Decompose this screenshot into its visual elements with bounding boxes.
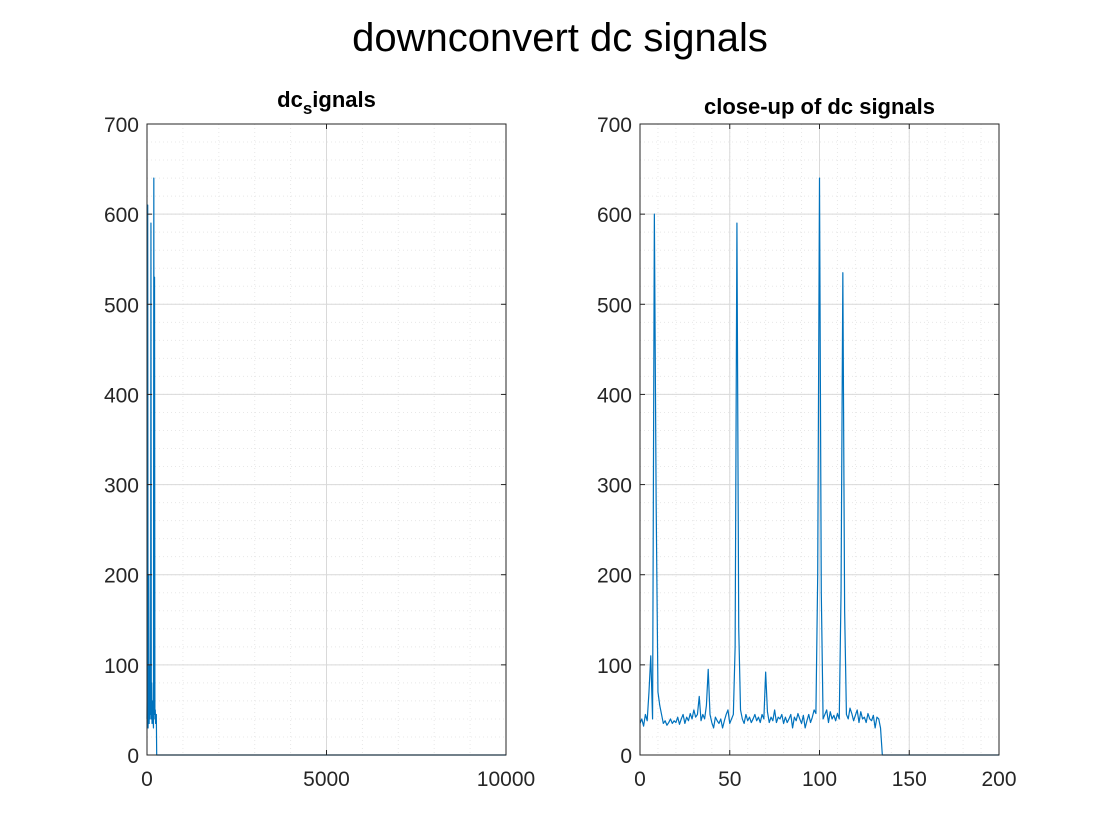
y-tick-label: 100 [104, 655, 139, 678]
y-tick-label: 300 [104, 475, 139, 498]
y-tick-label: 0 [620, 745, 632, 768]
y-tick-label: 200 [104, 565, 139, 588]
y-tick-label: 300 [597, 475, 632, 498]
x-tick-label: 150 [892, 768, 927, 791]
x-tick-label: 100 [802, 768, 837, 791]
x-tick-label: 5000 [303, 768, 350, 791]
y-tick-label: 400 [104, 384, 139, 407]
chart-close-up: 0 50 100 150 200 0 100 200 300 400 500 600 700 close-… [597, 94, 1017, 791]
panel-title: dcsignals [277, 87, 376, 118]
y-tick-label: 500 [597, 294, 632, 317]
x-tick-label: 10000 [477, 768, 535, 791]
chart-dc-signals: 0 5000 10000 0 100 200 300 400 500 600 700 dcsignal… [104, 87, 535, 791]
series-line [639, 177, 999, 756]
figure-title: downconvert dc signals [352, 16, 768, 60]
x-tick-label: 0 [141, 768, 153, 791]
y-tick-label: 600 [597, 204, 632, 227]
panel-title: close-up of dc signals [704, 94, 935, 119]
y-tick-label: 600 [104, 204, 139, 227]
y-tick-label: 500 [104, 294, 139, 317]
y-tick-label: 700 [597, 114, 632, 137]
y-tick-label: 100 [597, 655, 632, 678]
x-tick-label: 0 [634, 768, 646, 791]
series-line [146, 177, 506, 756]
y-tick-label: 0 [127, 745, 139, 768]
y-tick-label: 400 [597, 384, 632, 407]
x-tick-label: 50 [718, 768, 741, 791]
y-tick-label: 700 [104, 114, 139, 137]
x-tick-label: 200 [981, 768, 1016, 791]
y-tick-label: 200 [597, 565, 632, 588]
